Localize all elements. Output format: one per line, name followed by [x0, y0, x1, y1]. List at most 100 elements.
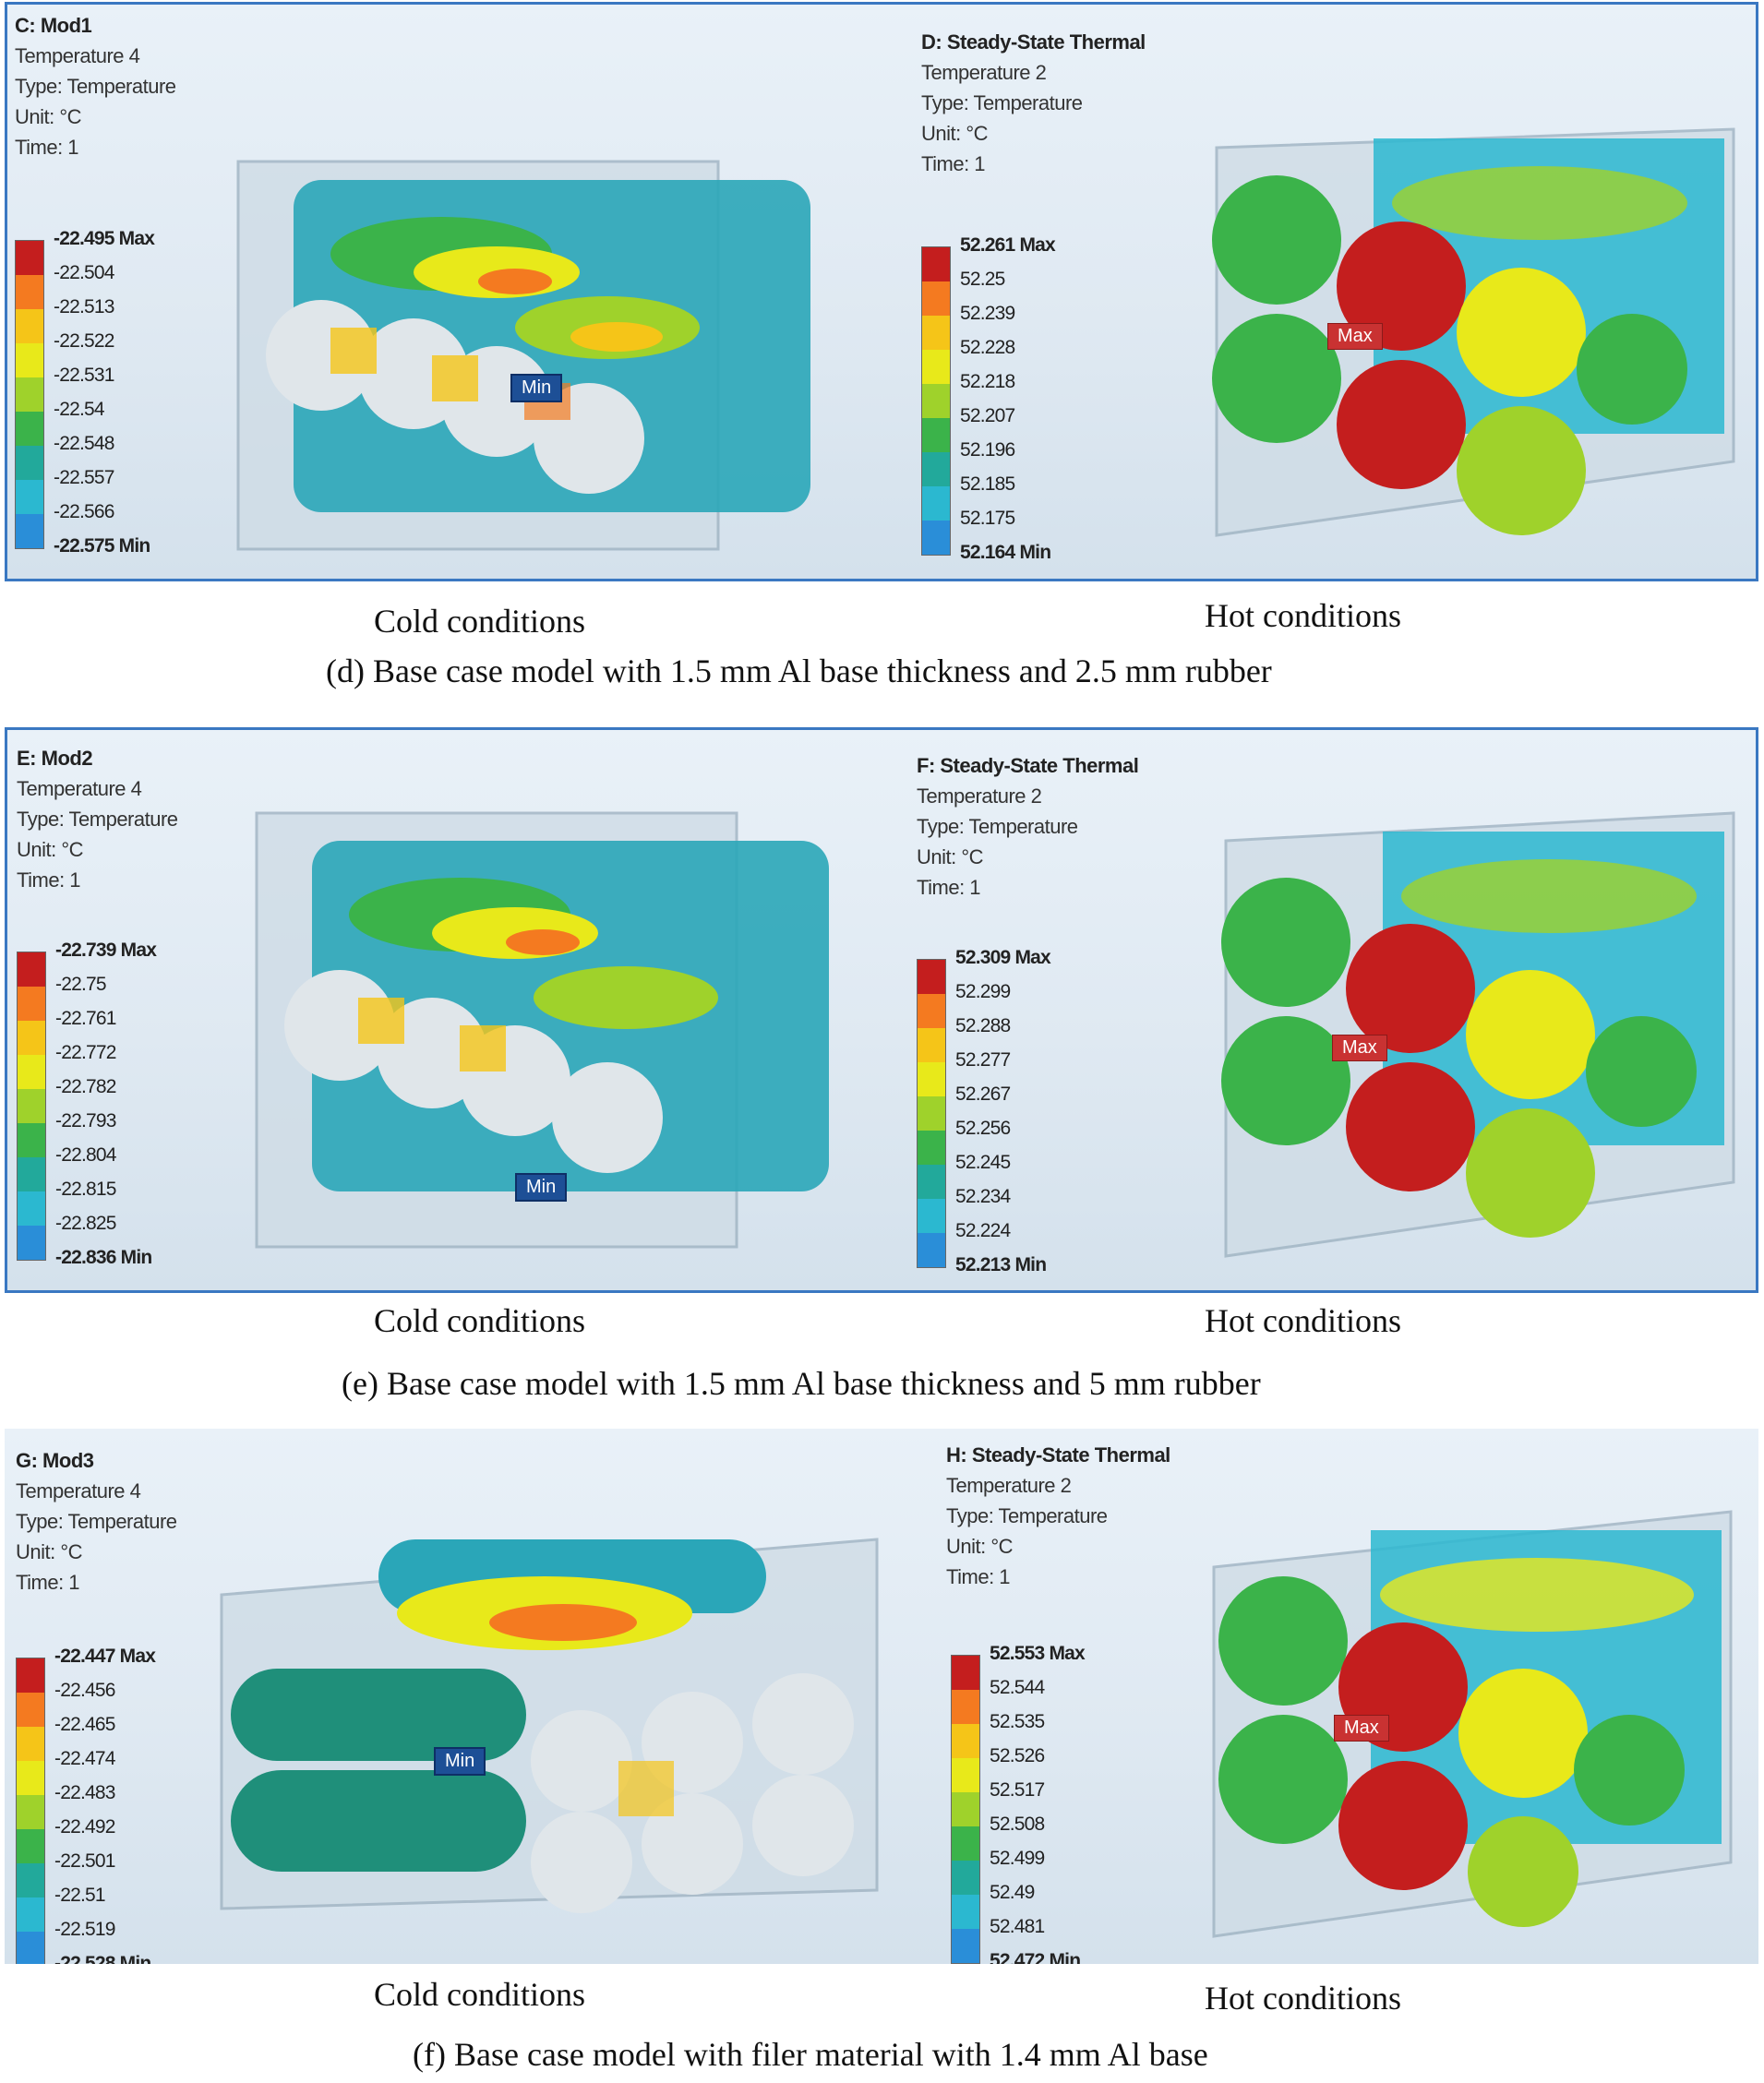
cold-caption-f: Cold conditions	[374, 1976, 586, 2013]
legend-label: -22.465	[54, 1714, 115, 1735]
color-scale-segment	[16, 377, 43, 412]
legend-label: -22.804	[55, 1144, 116, 1166]
cold-battery-model-d	[236, 160, 810, 551]
legend-label: -22.739 Max	[55, 940, 157, 961]
color-scale-segment	[18, 952, 45, 987]
legend-label: -22.782	[55, 1076, 116, 1097]
legend-label: 52.526	[990, 1745, 1045, 1766]
hot-line: Temperature 2	[917, 784, 1042, 808]
cold-title: G: Mod3	[16, 1449, 94, 1472]
legend-label: 52.261 Max	[960, 234, 1056, 256]
min-marker: Min	[515, 1173, 568, 1202]
hot-line: Type: Temperature	[921, 91, 1083, 114]
color-scale-segment	[17, 1863, 44, 1897]
legend-label: 52.224	[955, 1220, 1011, 1241]
legend-label: -22.513	[54, 296, 114, 317]
cold-line: Type: Temperature	[16, 1510, 177, 1533]
color-scale-segment	[918, 994, 945, 1028]
color-scale-segment	[922, 281, 950, 316]
legend-label: 52.256	[955, 1118, 1011, 1139]
max-marker: Max	[1334, 1715, 1389, 1742]
color-scale-segment	[16, 241, 43, 275]
hot-caption-e: Hot conditions	[1205, 1302, 1401, 1339]
subcaption-f: (f) Base case model with filer material …	[413, 2036, 1208, 2073]
legend-label: 52.25	[960, 269, 1005, 290]
legend-label: 52.196	[960, 439, 1015, 461]
max-marker: Max	[1332, 1035, 1387, 1061]
legend-label: -22.456	[54, 1680, 115, 1701]
color-scale-segment	[17, 1727, 44, 1761]
legend-label: 52.245	[955, 1152, 1011, 1173]
legend-label: -22.761	[55, 1008, 116, 1029]
color-scale-bar	[921, 246, 951, 556]
legend-label: -22.447 Max	[54, 1646, 156, 1667]
legend-label: 52.309 Max	[955, 947, 1051, 968]
color-scale-segment	[17, 1829, 44, 1863]
legend-label: 52.267	[955, 1083, 1011, 1105]
color-scale-segment	[952, 1792, 979, 1826]
legend-label: 52.49	[990, 1882, 1035, 1903]
hot-cell-ends-d	[1212, 175, 1687, 535]
color-scale-bar	[15, 240, 44, 549]
legend-label: -22.566	[54, 501, 114, 522]
color-scale-segment	[18, 1157, 45, 1191]
color-scale-segment	[922, 521, 950, 555]
legend-label: 52.508	[990, 1814, 1045, 1835]
color-scale-bar	[16, 1658, 45, 1964]
color-scale-segment	[918, 1028, 945, 1062]
hot-battery-model-d	[1212, 127, 1735, 537]
hot-battery-model-e	[1221, 811, 1735, 1258]
color-scale-segment	[952, 1895, 979, 1929]
hot-header-d: D: Steady-State Thermal Temperature 2 Ty…	[921, 27, 1146, 179]
legend-label: -22.836 Min	[55, 1247, 152, 1268]
legend-label: -22.51	[54, 1885, 106, 1906]
max-marker: Max	[1327, 323, 1383, 350]
color-scale-segment	[952, 1724, 979, 1758]
legend-label: -22.54	[54, 399, 105, 420]
cold-line: Unit: °C	[17, 838, 84, 861]
legend-label: 52.277	[955, 1049, 1011, 1071]
hot-line: Time: 1	[921, 152, 986, 175]
hot-line: Unit: °C	[917, 845, 984, 868]
color-scale-bar	[951, 1655, 980, 1964]
hot-line: Type: Temperature	[946, 1504, 1108, 1527]
cold-cells-d	[266, 180, 810, 512]
legend-label: 52.517	[990, 1779, 1045, 1801]
color-scale-segment	[918, 1233, 945, 1267]
color-scale-segment	[16, 446, 43, 480]
legend-label: 52.299	[955, 981, 1011, 1002]
legend-label: -22.557	[54, 467, 114, 488]
legend-label: 52.472 Min	[990, 1950, 1081, 1964]
legend-label: -22.548	[54, 433, 114, 454]
color-scale-segment	[922, 452, 950, 486]
legend-label: 52.553 Max	[990, 1643, 1086, 1664]
color-scale-segment	[16, 343, 43, 377]
color-scale-segment	[918, 1096, 945, 1131]
legend-label: 52.239	[960, 303, 1015, 324]
color-scale-segment	[922, 247, 950, 281]
color-scale-segment	[18, 1226, 45, 1260]
cold-battery-model-f	[220, 1538, 879, 1913]
color-scale-segment	[16, 275, 43, 309]
legend-label: 52.218	[960, 371, 1015, 392]
subcaption-d: (d) Base case model with 1.5 mm Al base …	[326, 652, 1272, 689]
hot-caption-f: Hot conditions	[1205, 1980, 1401, 2017]
legend-label: 52.288	[955, 1015, 1011, 1036]
cold-battery-model-e	[255, 811, 829, 1249]
legend-label: -22.483	[54, 1782, 115, 1803]
color-scale-segment	[17, 1897, 44, 1932]
color-scale-segment	[922, 486, 950, 521]
color-scale-segment	[952, 1690, 979, 1724]
hot-header-f: H: Steady-State Thermal Temperature 2 Ty…	[946, 1440, 1170, 1592]
legend-label: 52.499	[990, 1848, 1045, 1869]
legend-label: 52.481	[990, 1916, 1045, 1937]
legend-label: -22.825	[55, 1213, 116, 1234]
legend-label: 52.164 Min	[960, 542, 1051, 563]
legend-label: 52.213 Min	[955, 1254, 1047, 1275]
cold-header-e: E: Mod2 Temperature 4 Type: Temperature …	[17, 743, 178, 895]
hot-caption-d: Hot conditions	[1205, 597, 1401, 634]
cold-line: Type: Temperature	[15, 75, 176, 98]
cold-caption-e: Cold conditions	[374, 1302, 586, 1339]
hot-line: Time: 1	[946, 1565, 1011, 1588]
legend-label: 52.185	[960, 473, 1015, 495]
